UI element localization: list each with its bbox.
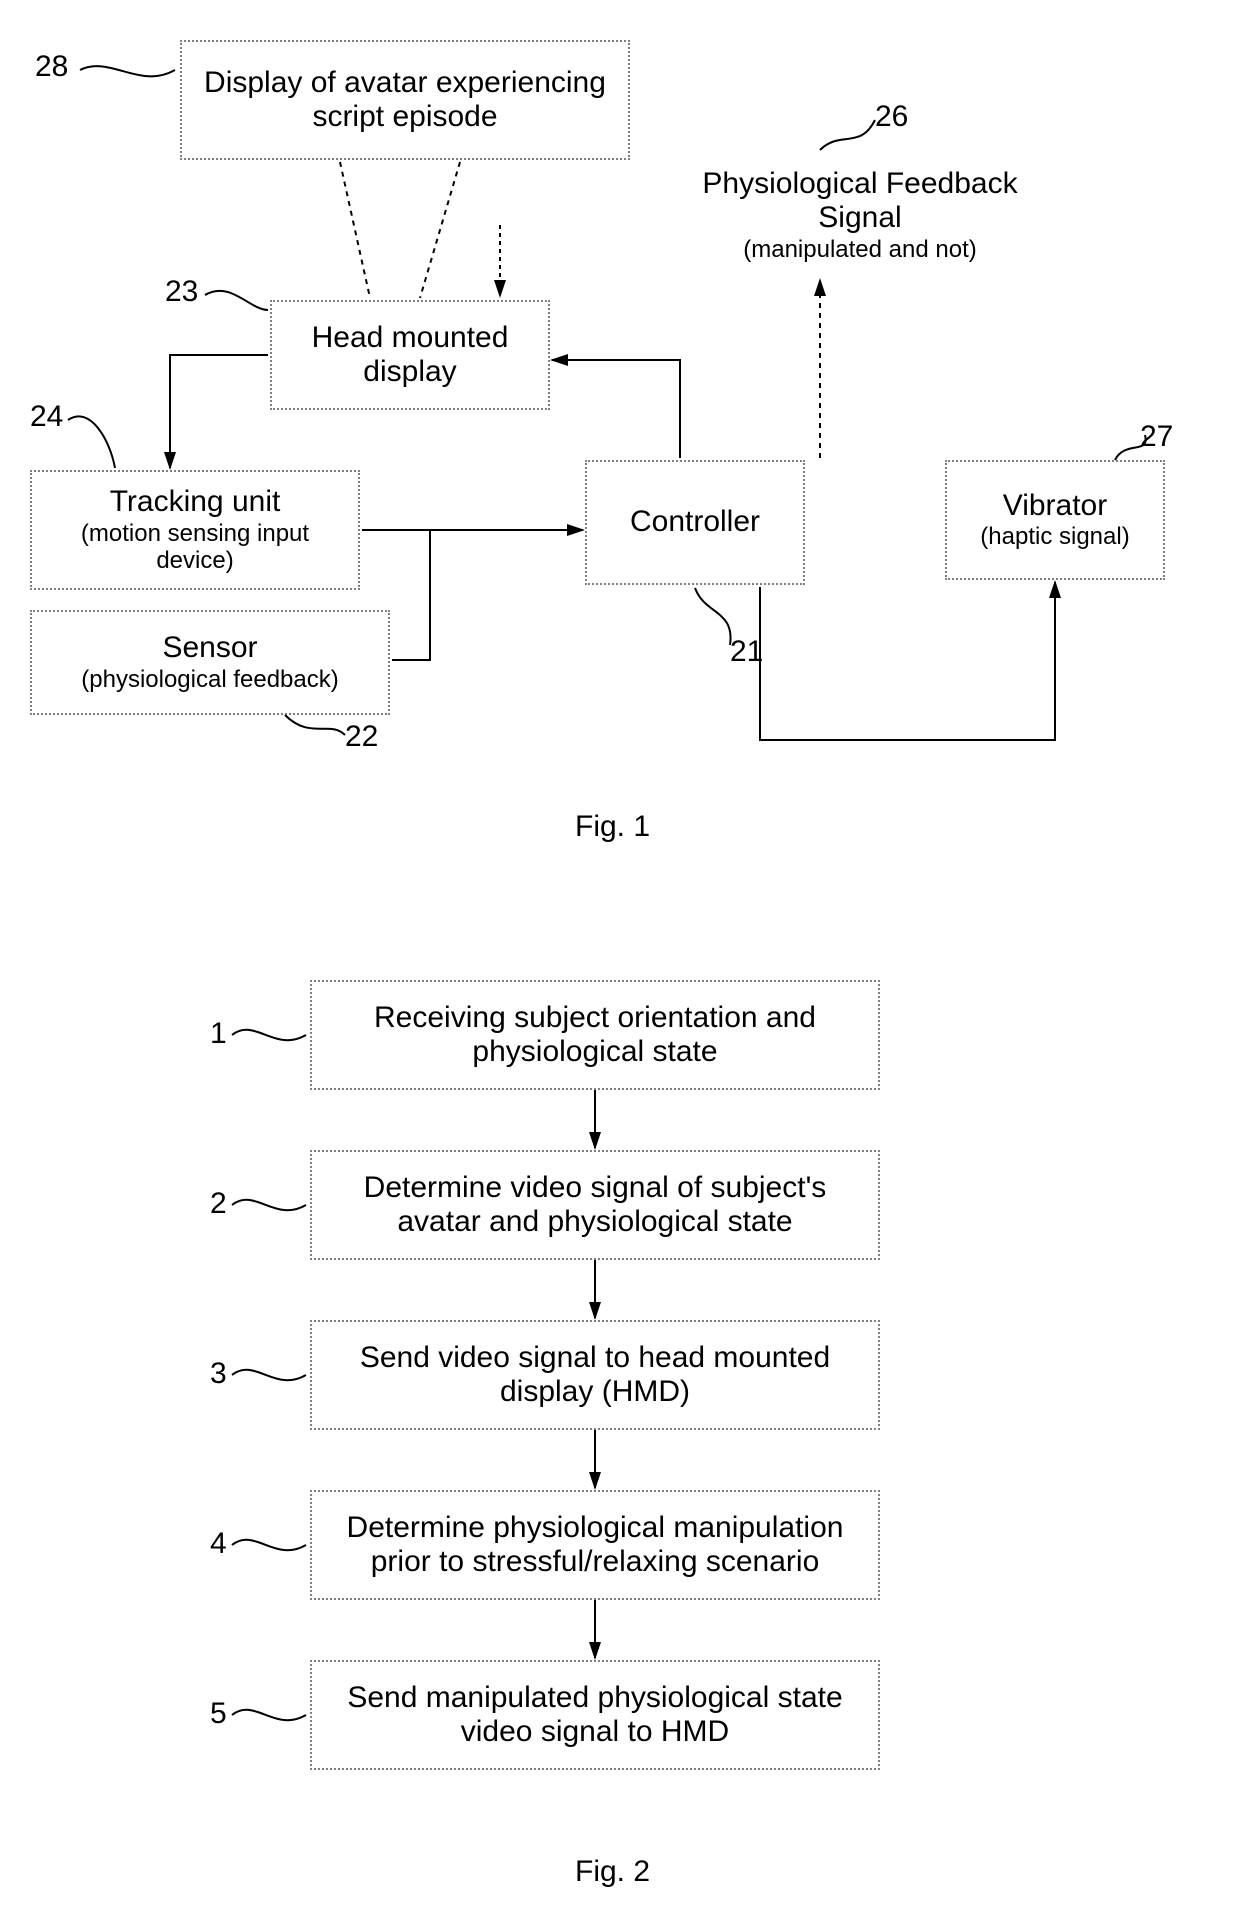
diagram-canvas: Display of avatar experiencing script ep… [0, 0, 1240, 1928]
flow-step-2-text: Determine video signal of subject's avat… [322, 1171, 868, 1240]
box-sensor-sub: (physiological feedback) [81, 666, 338, 694]
flow-step-4: Determine physiological manipulation pri… [310, 1490, 880, 1600]
ref-22: 22 [345, 720, 378, 754]
box-sensor-title: Sensor [162, 631, 257, 666]
flow-step-3: Send video signal to head mounted displa… [310, 1320, 880, 1430]
box-tracking-unit: Tracking unit (motion sensing input devi… [30, 470, 360, 590]
box-hmd-title: Head mounted display [282, 321, 538, 390]
flow-step-4-text: Determine physiological manipulation pri… [322, 1511, 868, 1580]
ref-23: 23 [165, 275, 198, 309]
box-vibrator: Vibrator (haptic signal) [945, 460, 1165, 580]
fig2-caption: Fig. 2 [575, 1855, 650, 1889]
box-tracking-sub: (motion sensing input device) [42, 520, 348, 575]
box-controller: Controller [585, 460, 805, 585]
flow-step-3-text: Send video signal to head mounted displa… [322, 1341, 868, 1410]
ref-26: 26 [875, 100, 908, 134]
box-vibrator-title: Vibrator [1003, 489, 1108, 524]
flow-step-5: Send manipulated physiological state vid… [310, 1660, 880, 1770]
box-avatar-display-title: Display of avatar experiencing script ep… [192, 66, 618, 135]
flow-step-num-5: 5 [210, 1697, 227, 1731]
ref-24: 24 [30, 400, 63, 434]
box-tracking-title: Tracking unit [110, 485, 281, 520]
flow-step-2: Determine video signal of subject's avat… [310, 1150, 880, 1260]
box-physio-feedback: Physiological Feedback Signal (manipulat… [680, 155, 1040, 275]
flow-step-num-2: 2 [210, 1187, 227, 1221]
flow-step-5-text: Send manipulated physiological state vid… [322, 1681, 868, 1750]
box-vibrator-sub: (haptic signal) [980, 523, 1129, 551]
flow-step-num-4: 4 [210, 1527, 227, 1561]
box-physio-sub: (manipulated and not) [743, 236, 976, 264]
box-avatar-display: Display of avatar experiencing script ep… [180, 40, 630, 160]
box-controller-title: Controller [630, 505, 760, 540]
box-sensor: Sensor (physiological feedback) [30, 610, 390, 715]
fig1-caption: Fig. 1 [575, 810, 650, 844]
ref-27: 27 [1140, 420, 1173, 454]
box-physio-title: Physiological Feedback Signal [690, 167, 1030, 236]
ref-28: 28 [35, 50, 68, 84]
box-head-mounted-display: Head mounted display [270, 300, 550, 410]
flow-step-1: Receiving subject orientation and physio… [310, 980, 880, 1090]
flow-step-num-3: 3 [210, 1357, 227, 1391]
flow-step-1-text: Receiving subject orientation and physio… [322, 1001, 868, 1070]
flow-step-num-1: 1 [210, 1017, 227, 1051]
ref-21: 21 [730, 635, 763, 669]
